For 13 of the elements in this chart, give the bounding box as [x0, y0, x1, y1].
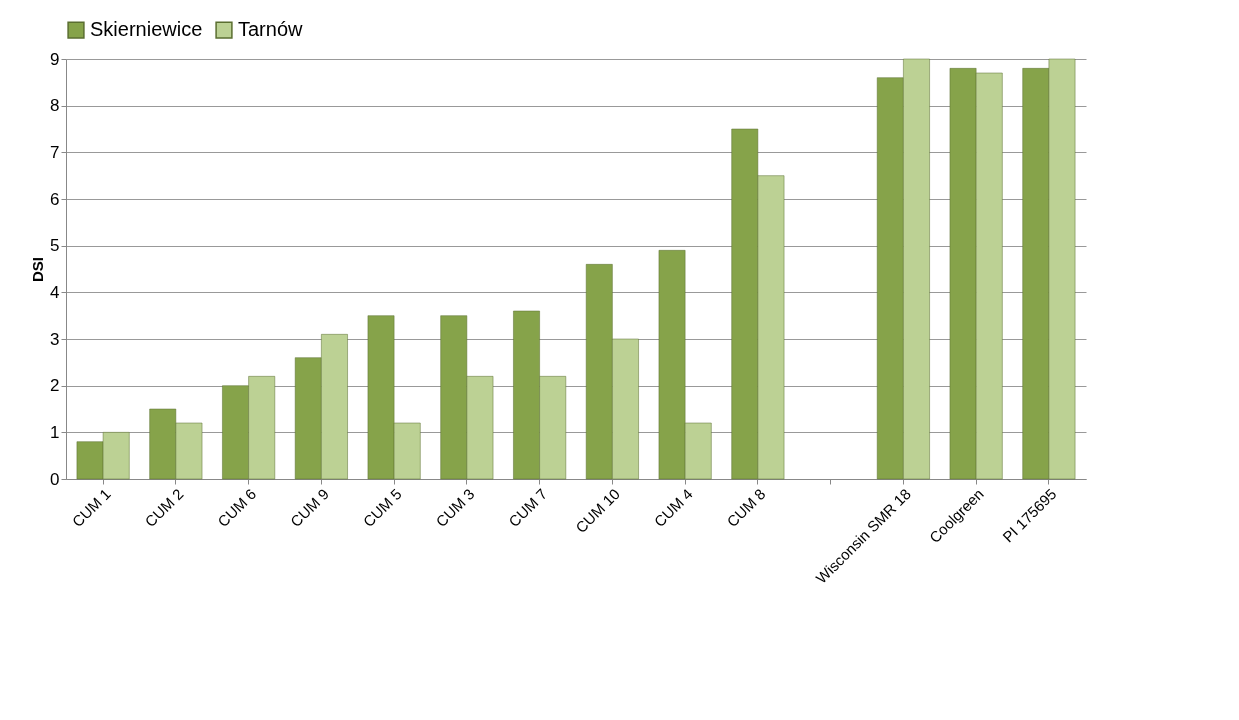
- y-tick-label: 1: [50, 422, 60, 442]
- y-tick-label: 7: [50, 142, 60, 162]
- y-tick-label: 6: [50, 189, 60, 209]
- y-tick-label: 2: [50, 376, 60, 396]
- y-tick-label: 5: [50, 236, 60, 256]
- legend-label: Tarnów: [238, 18, 304, 41]
- y-tick-label: 3: [50, 329, 60, 349]
- y-tick-label: 0: [50, 469, 60, 489]
- y-tick-label: 4: [50, 282, 60, 302]
- legend-label: Skierniewice: [90, 18, 203, 41]
- y-axis-title: DSI: [29, 256, 47, 283]
- y-tick-label: 9: [50, 49, 60, 69]
- y-tick-label: 8: [50, 96, 60, 116]
